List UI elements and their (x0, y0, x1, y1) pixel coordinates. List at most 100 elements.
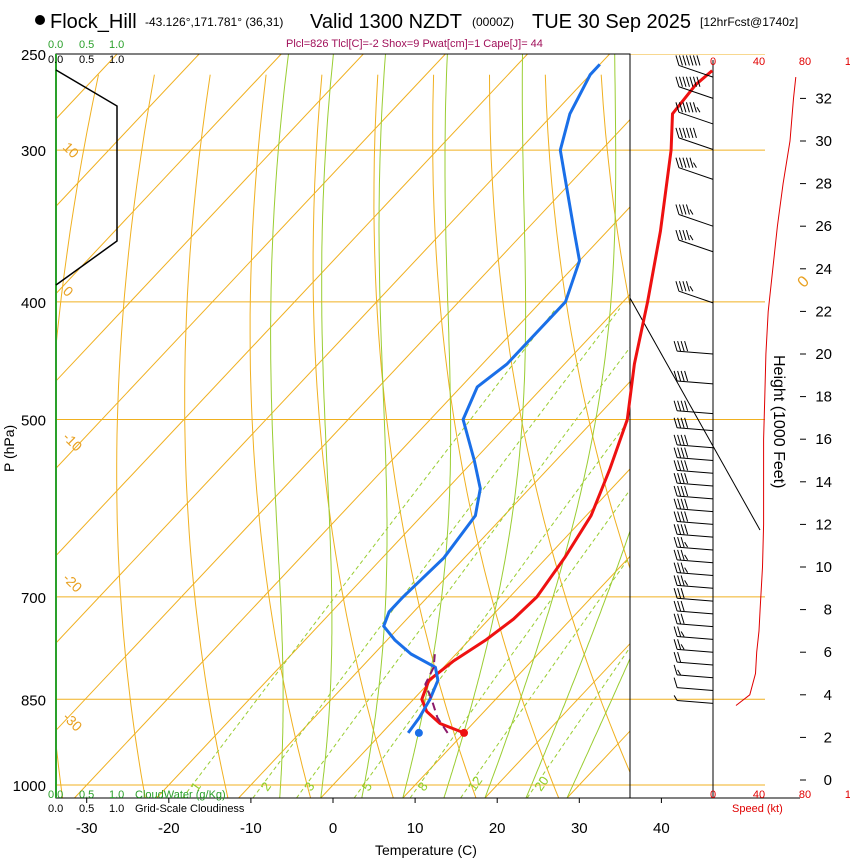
barb-flag (678, 102, 683, 113)
barb-flag (673, 417, 678, 428)
barb-flag (677, 434, 682, 445)
barb-flag (680, 473, 685, 484)
barb-shaft (677, 410, 714, 415)
wind-barb (673, 400, 714, 415)
dry-adiabat (489, 74, 630, 774)
barb-shaft (678, 167, 714, 180)
pressure-tick-label: 250 (21, 47, 46, 64)
barb-shaft (678, 111, 714, 125)
cloudiness-top-tick: 0.0 (48, 54, 63, 66)
wind-barb (673, 498, 714, 513)
speed-top-tick: 0 (710, 56, 716, 68)
barb-flag (682, 157, 687, 168)
barb-shaft (677, 559, 714, 564)
isotherm-line (56, 118, 630, 732)
isotherm-line (566, 730, 630, 798)
barb-flag (689, 157, 694, 168)
barb-flag (680, 485, 685, 497)
barb-flag (684, 567, 689, 573)
forecast-label: [12hrFcst@1740z] (700, 15, 798, 29)
barb-flag (680, 613, 685, 624)
height-tick-label: 8 (824, 602, 832, 619)
surface-temperature-dot (460, 728, 469, 737)
speed-line (735, 77, 797, 706)
barb-flag (680, 524, 685, 535)
barb-flag (684, 498, 689, 509)
barb-flag (673, 613, 678, 624)
barb-shaft (677, 546, 714, 551)
barb-flag (684, 400, 689, 411)
plot-frame (55, 53, 806, 803)
height-axis-title: Height (1000 Feet) (770, 355, 787, 488)
barb-flag (673, 695, 678, 701)
barb-flag (680, 417, 685, 428)
mixing-ratio-label: 12 (465, 773, 486, 793)
barb-flag (677, 485, 682, 497)
isotherm-label-left: -10 (60, 429, 86, 455)
wind-barb (675, 204, 714, 227)
station-coords: -43.126°,171.781° (36,31) (145, 15, 283, 29)
barb-flag (684, 473, 689, 484)
background-grid (56, 54, 850, 798)
barb-flag (677, 340, 682, 352)
barb-flag (682, 102, 687, 113)
barb-flag (682, 281, 687, 292)
wind-barb (675, 102, 714, 125)
moist-adiabat (270, 54, 289, 798)
sounding-stats: Plcl=826 Tlcl[C]=-2 Shox=9 Pwat[cm]=1 Ca… (286, 38, 543, 50)
x-tick-label: -20 (158, 820, 180, 837)
height-tick-label: 22 (815, 303, 832, 320)
wind-barb (673, 575, 714, 589)
x-tick-label: 40 (653, 820, 670, 837)
height-tick-label: 28 (815, 176, 832, 193)
barb-flag (677, 417, 682, 428)
dry-adiabat (432, 74, 560, 798)
barb-flag (689, 285, 694, 292)
wind-barb (675, 127, 714, 150)
moist-adiabat (443, 54, 527, 798)
isotherm-line (56, 54, 200, 207)
wind-barb (673, 417, 714, 432)
barb-flag (684, 460, 689, 471)
mixing-ratio-label: 20 (531, 773, 552, 793)
barb-flag (684, 447, 689, 458)
speed-top-tick: 80 (799, 56, 811, 68)
speed-axis-label: Speed (kt) (732, 803, 783, 815)
dry-adiabat (184, 74, 229, 798)
barb-flag (673, 340, 678, 352)
x-tick-label: 0 (329, 820, 337, 837)
cloudiness-top-tick: 1.0 (109, 54, 124, 66)
height-tick-label: 12 (815, 516, 832, 533)
barb-flag (673, 588, 678, 599)
barb-flag (677, 575, 682, 586)
barb-shaft (677, 482, 714, 487)
barb-flag (677, 447, 682, 458)
barb-flag (678, 157, 683, 168)
barb-shaft (677, 469, 714, 474)
moist-adiabat (320, 54, 334, 798)
barb-shaft (677, 495, 714, 500)
barb-flag (675, 76, 680, 87)
speed-top-tick: 40 (753, 56, 765, 68)
barb-shaft (677, 597, 714, 602)
x-axis-title: Temperature (C) (375, 842, 477, 858)
barb-flag (677, 549, 682, 561)
mixing-ratio-label: 5 (359, 779, 375, 794)
barb-flag (680, 575, 685, 586)
barb-shaft (678, 214, 714, 227)
barb-flag (689, 55, 694, 66)
pressure-tick-label: 700 (21, 590, 46, 607)
wind-barb (673, 639, 714, 653)
barb-flag (673, 485, 678, 497)
profile-lines (382, 63, 714, 737)
wind-barb (673, 626, 714, 640)
height-tick-label: 0 (824, 772, 832, 789)
cloudiness-bottom-tick: 1.0 (109, 803, 124, 815)
barb-flag (696, 76, 701, 87)
valid-time: Valid 1300 NZDT (310, 11, 462, 33)
cloudwater-top-tick: 1.0 (109, 39, 124, 51)
moist-adiabat (361, 54, 388, 798)
isotherm-line (731, 54, 850, 798)
x-tick-label: 10 (407, 820, 424, 837)
